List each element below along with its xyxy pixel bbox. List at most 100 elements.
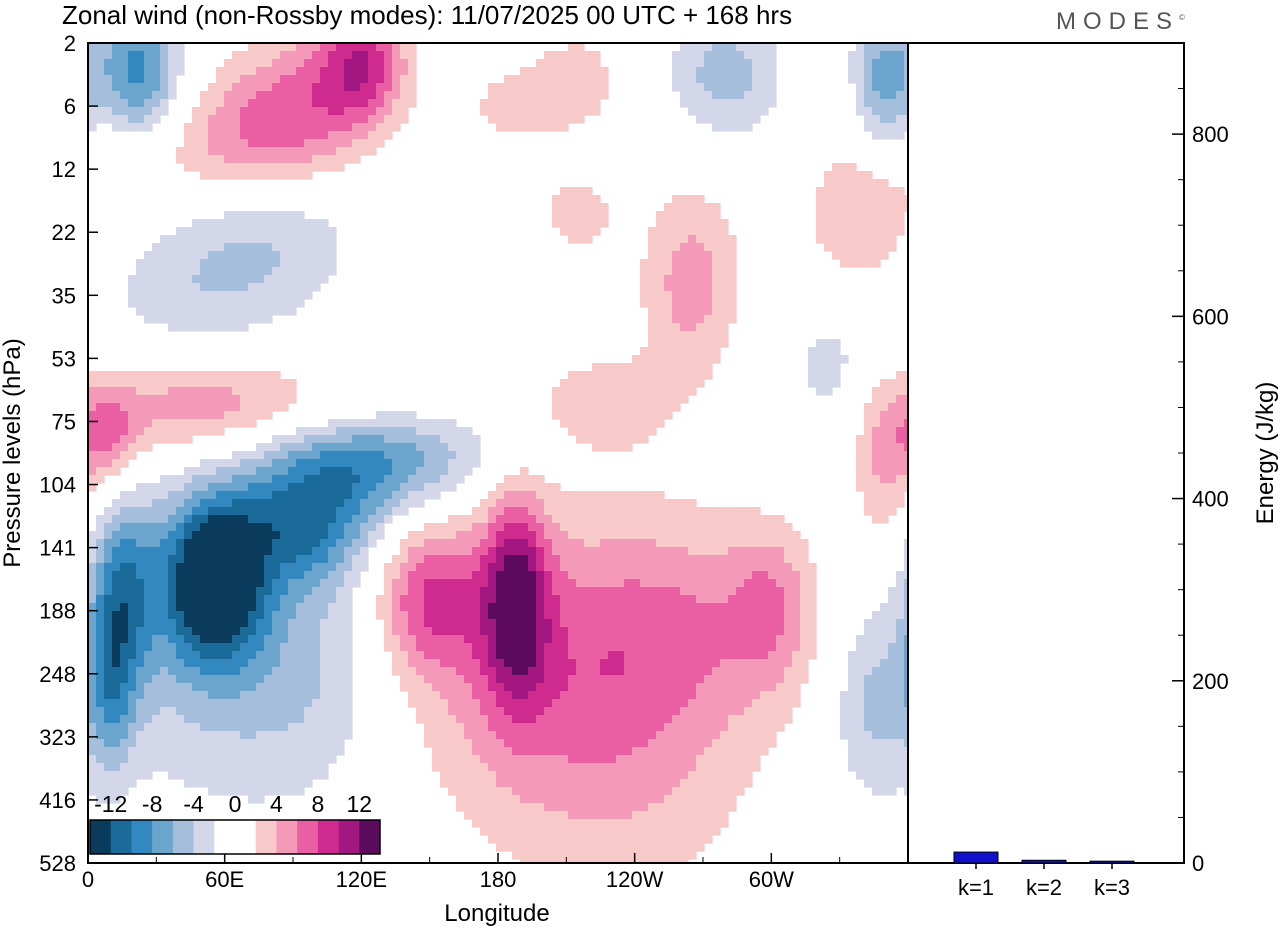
heatmap-cell xyxy=(176,587,185,596)
heatmap-cell xyxy=(528,651,537,660)
heatmap-cell xyxy=(184,435,193,444)
heatmap-cell xyxy=(248,611,257,620)
heatmap-cell xyxy=(136,123,145,132)
heatmap-cell xyxy=(456,699,465,708)
heatmap-cell xyxy=(536,691,545,700)
heatmap-cell xyxy=(144,547,153,556)
heatmap-cell xyxy=(464,539,473,548)
heatmap-cell xyxy=(304,283,313,292)
heatmap-cell xyxy=(768,707,777,716)
heatmap-cell xyxy=(624,603,633,612)
heatmap-cell xyxy=(152,723,161,732)
heatmap-cell xyxy=(656,235,665,244)
heatmap-cell xyxy=(312,451,321,460)
heatmap-cell xyxy=(560,99,569,108)
heatmap-cell xyxy=(736,515,745,524)
heatmap-cell xyxy=(208,291,217,300)
heatmap-cell xyxy=(312,267,321,276)
heatmap-cell xyxy=(688,363,697,372)
heatmap-cell xyxy=(888,211,897,220)
heatmap-cell xyxy=(168,315,177,324)
heatmap-cell xyxy=(136,627,145,636)
heatmap-cell xyxy=(224,411,233,420)
heatmap-cell xyxy=(392,123,401,132)
heatmap-cell xyxy=(712,227,721,236)
heatmap-cell xyxy=(888,387,897,396)
heatmap-cell xyxy=(360,75,369,84)
heatmap-cell xyxy=(400,579,409,588)
heatmap-cell xyxy=(376,507,385,516)
heatmap-cell xyxy=(744,699,753,708)
heatmap-cell xyxy=(592,723,601,732)
heatmap-cell xyxy=(240,515,249,524)
heatmap-cell xyxy=(192,683,201,692)
heatmap-cell xyxy=(872,195,881,204)
heatmap-cell xyxy=(344,467,353,476)
heatmap-cell xyxy=(224,107,233,116)
heatmap-cell xyxy=(560,403,569,412)
heatmap-cell xyxy=(712,531,721,540)
heatmap-cell xyxy=(848,67,857,76)
heatmap-cell xyxy=(336,44,345,52)
heatmap-cell xyxy=(248,299,257,308)
heatmap-cell xyxy=(136,91,145,100)
heatmap-cell xyxy=(496,611,505,620)
heatmap-cell xyxy=(360,563,369,572)
heatmap-cell xyxy=(496,531,505,540)
heatmap-cell xyxy=(792,539,801,548)
heatmap-cell xyxy=(536,563,545,572)
heatmap-cell xyxy=(208,99,217,108)
heatmap-cell xyxy=(208,507,217,516)
heatmap-cell xyxy=(184,523,193,532)
heatmap-cell xyxy=(264,491,273,500)
heatmap-cell xyxy=(848,171,857,180)
heatmap-cell xyxy=(672,563,681,572)
heatmap-cell xyxy=(200,691,209,700)
heatmap-cell xyxy=(232,75,241,84)
heatmap-cell xyxy=(424,475,433,484)
heatmap-cell xyxy=(656,627,665,636)
heatmap-cell xyxy=(872,475,881,484)
heatmap-cell xyxy=(192,667,201,676)
heatmap-cell xyxy=(416,531,425,540)
heatmap-cell xyxy=(728,715,737,724)
heatmap-cell xyxy=(568,411,577,420)
heatmap-cell xyxy=(496,123,505,132)
heatmap-cell xyxy=(336,699,345,708)
heatmap-cell xyxy=(552,627,561,636)
heatmap-cell xyxy=(224,235,233,244)
heatmap-cell xyxy=(104,587,113,596)
heatmap-cell xyxy=(96,475,105,484)
heatmap-cell xyxy=(328,555,337,564)
heatmap-cell xyxy=(104,667,113,676)
heatmap-cell xyxy=(872,83,881,92)
heatmap-cell xyxy=(736,531,745,540)
heatmap-cell xyxy=(640,363,649,372)
heatmap-cell xyxy=(416,643,425,652)
heatmap-cell xyxy=(608,371,617,380)
heatmap-cell xyxy=(104,443,113,452)
heatmap-cell xyxy=(808,363,817,372)
heatmap-cell xyxy=(152,67,161,76)
heatmap-cell xyxy=(704,203,713,212)
heatmap-cell xyxy=(224,83,233,92)
heatmap-cell xyxy=(720,75,729,84)
heatmap-cell xyxy=(288,707,297,716)
heatmap-cell xyxy=(656,539,665,548)
heatmap-cell xyxy=(792,571,801,580)
heatmap-cell xyxy=(176,267,185,276)
heatmap-cell xyxy=(392,587,401,596)
heatmap-cell xyxy=(240,259,249,268)
heatmap-cell xyxy=(528,499,537,508)
heatmap-cell xyxy=(312,515,321,524)
heatmap-cell xyxy=(680,291,689,300)
heatmap-cell xyxy=(312,51,321,60)
heatmap-cell xyxy=(688,83,697,92)
heatmap-cell xyxy=(520,659,529,668)
heatmap-cell xyxy=(408,499,417,508)
heatmap-cell xyxy=(408,91,417,100)
heatmap-cell xyxy=(360,147,369,156)
heatmap-cell xyxy=(528,531,537,540)
heatmap-cell xyxy=(280,51,289,60)
heatmap-cell xyxy=(872,211,881,220)
